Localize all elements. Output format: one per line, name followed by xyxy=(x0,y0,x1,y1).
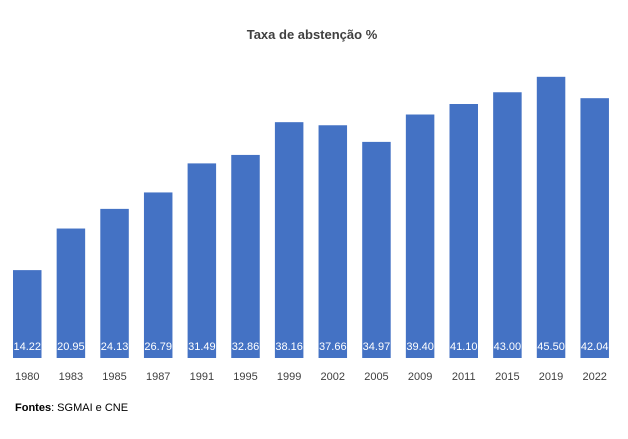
bar-2002 xyxy=(318,125,348,358)
x-tick-label-1999: 1999 xyxy=(277,371,301,383)
data-label-1983: 20.95 xyxy=(57,341,85,353)
bar-2005 xyxy=(362,141,391,358)
bar-2019 xyxy=(536,76,566,358)
data-label-2002: 37.66 xyxy=(319,341,347,353)
data-label-1985: 24.13 xyxy=(101,341,129,353)
x-tick-labels-group: 1980 1983 1985 1987 1991 1995 1999 2002 2005 2009… xyxy=(15,371,607,383)
data-label-2019: 45.50 xyxy=(537,341,565,353)
data-label-2015: 43.00 xyxy=(494,341,522,353)
data-label-2022: 42.04 xyxy=(581,341,609,353)
bars-group xyxy=(13,76,609,358)
x-tick-label-1987: 1987 xyxy=(146,371,170,383)
bar-2009 xyxy=(405,114,435,358)
x-tick-label-1995: 1995 xyxy=(233,371,257,383)
x-tick-label-1985: 1985 xyxy=(102,371,126,383)
bar-1980 xyxy=(13,270,42,358)
data-label-1980: 14.22 xyxy=(13,341,41,353)
bar-1999 xyxy=(274,122,304,358)
source-note: Fontes: SGMAI e CNE xyxy=(15,402,128,414)
chart-title: Taxa de abstenção % xyxy=(247,27,378,42)
x-tick-label-2009: 2009 xyxy=(408,371,432,383)
source-label: Fontes xyxy=(15,402,52,414)
bar-1985 xyxy=(100,208,129,358)
data-label-2011: 41.10 xyxy=(450,341,478,353)
x-tick-label-2019: 2019 xyxy=(539,371,563,383)
x-tick-label-2022: 2022 xyxy=(582,371,606,383)
x-tick-label-2011: 2011 xyxy=(452,371,476,383)
bar-1991 xyxy=(187,163,217,358)
source-text: : SGMAI e CNE xyxy=(51,402,129,414)
data-label-1999: 38.16 xyxy=(275,341,303,353)
data-label-2005: 34.97 xyxy=(363,341,391,353)
x-tick-label-2015: 2015 xyxy=(495,371,519,383)
data-label-1987: 26.79 xyxy=(144,341,172,353)
bar-1987 xyxy=(143,192,173,358)
bar-2011 xyxy=(449,104,478,358)
x-tick-label-2002: 2002 xyxy=(321,371,345,383)
bar-1995 xyxy=(231,154,260,358)
data-label-1991: 31.49 xyxy=(188,341,216,353)
x-tick-label-1980: 1980 xyxy=(15,371,39,383)
bar-1983 xyxy=(56,228,86,358)
x-tick-label-1983: 1983 xyxy=(59,371,83,383)
x-tick-label-2005: 2005 xyxy=(364,371,388,383)
bar-2022 xyxy=(580,98,609,358)
data-label-2009: 39.40 xyxy=(406,341,434,353)
bar-2015 xyxy=(493,92,522,358)
x-tick-label-1991: 1991 xyxy=(190,371,214,383)
data-labels-group: 14.22 20.95 24.13 26.79 31.49 32.86 38.16 37.66… xyxy=(13,341,608,353)
data-label-1995: 32.86 xyxy=(232,341,260,353)
